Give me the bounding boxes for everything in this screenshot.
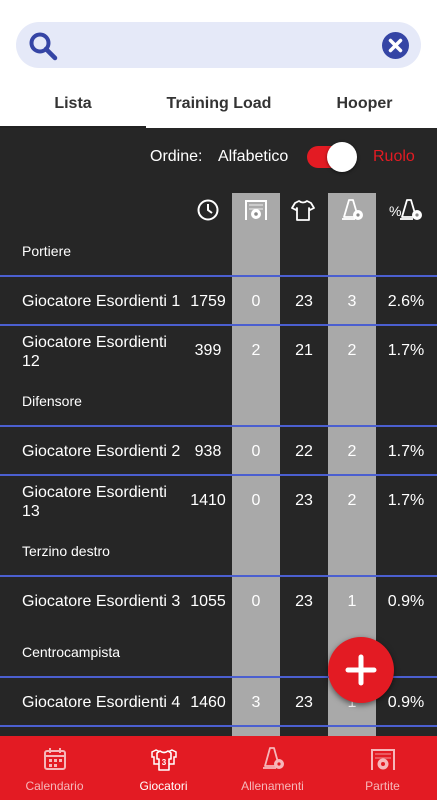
clear-search-button[interactable] — [382, 32, 409, 59]
nav-label: Giocatori — [139, 779, 188, 793]
player-trainings: 1 — [347, 593, 357, 610]
player-name: Giocatore Esordienti 12 — [22, 334, 167, 370]
svg-text:3: 3 — [162, 758, 167, 767]
player-minutes: 399 — [194, 342, 222, 359]
percent-cone-ball-icon[interactable]: % — [389, 198, 423, 222]
order-label: Ordine: — [150, 148, 203, 165]
player-number: 23 — [295, 293, 313, 310]
search-icon[interactable] — [28, 31, 58, 61]
add-player-button[interactable] — [328, 637, 394, 703]
sort-order-bar: Ordine: Alfabetico Ruolo — [0, 140, 437, 174]
player-minutes: 1460 — [190, 694, 226, 711]
player-percent: 1.7% — [387, 492, 425, 509]
plus-icon — [345, 654, 377, 686]
tab-hooper[interactable]: Hooper — [336, 95, 393, 112]
player-number: 23 — [295, 492, 313, 509]
player-trainings: 2 — [347, 492, 357, 509]
training-cone-icon — [263, 747, 284, 769]
clock-icon[interactable] — [196, 198, 220, 222]
player-row[interactable]: Giocatore Esordienti 1 1759 0 23 3 2.6% — [0, 278, 437, 326]
svg-text:%: % — [389, 203, 401, 219]
toggle-knob — [327, 142, 357, 172]
nav-calendario[interactable]: Calendario — [0, 736, 109, 800]
player-number: 23 — [295, 694, 313, 711]
nav-label: Allenamenti — [241, 779, 304, 793]
row-divider — [0, 474, 437, 476]
search-bar — [16, 22, 421, 68]
nav-allenamenti[interactable]: Allenamenti — [218, 736, 327, 800]
player-row[interactable]: Giocatore Esordienti 13 1410 0 23 2 1.7% — [0, 477, 437, 525]
player-trainings: 2 — [347, 342, 357, 359]
section-label-centrocampista: Centrocampista — [22, 644, 121, 660]
player-matches: 0 — [251, 492, 261, 509]
row-divider — [0, 324, 437, 326]
nav-label: Calendario — [25, 779, 84, 793]
player-name: Giocatore Esordienti 2 — [22, 443, 181, 460]
player-matches: 2 — [251, 342, 261, 359]
player-minutes: 1410 — [190, 492, 226, 509]
goal-ball-icon[interactable] — [244, 198, 268, 222]
player-percent: 0.9% — [387, 593, 425, 610]
search-input[interactable] — [70, 30, 380, 60]
player-trainings: 1 — [347, 694, 357, 711]
players-jersey-icon: 3 — [151, 749, 177, 771]
row-divider — [0, 425, 437, 427]
tab-training-load[interactable]: Training Load — [166, 95, 272, 112]
player-name: Giocatore Esordienti 13 — [22, 484, 167, 520]
matches-column-highlight — [232, 193, 280, 736]
tab-bar: Lista Training Load Hooper — [0, 86, 437, 128]
row-divider — [0, 725, 437, 727]
player-minutes: 1055 — [190, 593, 226, 610]
tab-lista[interactable]: Lista — [0, 86, 146, 128]
calendar-icon — [44, 748, 66, 770]
row-divider — [0, 676, 437, 678]
row-divider — [0, 275, 437, 277]
player-row[interactable]: Giocatore Esordienti 12 399 2 21 2 1.7% — [0, 327, 437, 375]
player-minutes: 938 — [194, 443, 222, 460]
order-option-alphabetical[interactable]: Alfabetico — [218, 148, 289, 165]
player-percent: 1.7% — [387, 443, 425, 460]
player-number: 23 — [295, 593, 313, 610]
player-row[interactable]: Giocatore Esordienti 4 1460 3 23 1 0.9% — [0, 679, 437, 727]
player-trainings: 2 — [347, 443, 357, 460]
header: Lista Training Load Hooper — [0, 0, 437, 128]
player-name: Giocatore Esordienti 3 — [22, 593, 181, 610]
nav-giocatori[interactable]: 3 Giocatori — [109, 736, 218, 800]
close-icon — [388, 38, 403, 53]
player-number: 21 — [295, 342, 313, 359]
player-number: 22 — [295, 443, 313, 460]
player-minutes: 1759 — [190, 293, 226, 310]
player-name: Giocatore Esordienti 1 — [22, 293, 181, 310]
match-goal-icon — [371, 749, 395, 770]
section-label-difensore: Difensore — [22, 393, 82, 409]
order-toggle[interactable] — [307, 142, 357, 172]
player-matches: 3 — [251, 694, 261, 711]
player-trainings: 3 — [347, 293, 357, 310]
bottom-nav: Calendario 3 Giocatori Allenamenti Parti… — [0, 736, 437, 800]
player-row[interactable]: Giocatore Esordienti 2 938 0 22 2 1.7% — [0, 428, 437, 476]
nav-label: Partite — [365, 779, 400, 793]
player-percent: 1.7% — [387, 342, 425, 359]
player-percent: 0.9% — [387, 694, 425, 711]
row-divider — [0, 575, 437, 577]
nav-partite[interactable]: Partite — [328, 736, 437, 800]
order-option-role[interactable]: Ruolo — [373, 148, 415, 165]
jersey-icon[interactable] — [291, 198, 315, 222]
player-matches: 0 — [251, 443, 261, 460]
player-name: Giocatore Esordienti 4 — [22, 694, 181, 711]
section-label-terzino-destro: Terzino destro — [22, 543, 110, 559]
player-matches: 0 — [251, 593, 261, 610]
cone-ball-icon[interactable] — [340, 198, 364, 222]
player-row[interactable]: Giocatore Esordienti 3 1055 0 23 1 0.9% — [0, 578, 437, 626]
player-matches: 0 — [251, 293, 261, 310]
player-percent: 2.6% — [387, 293, 425, 310]
section-label-portiere: Portiere — [22, 243, 72, 259]
